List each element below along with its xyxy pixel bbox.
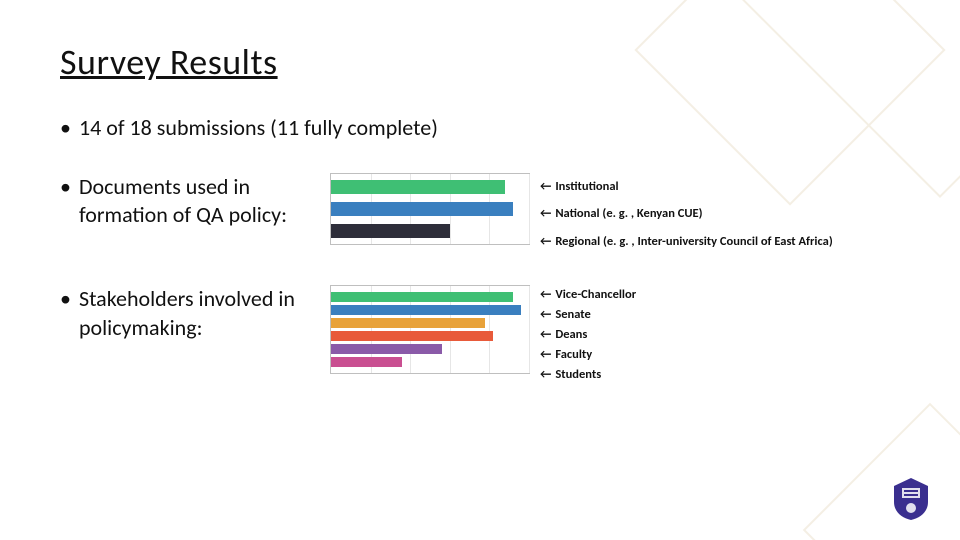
legend-label: Students [555,367,601,382]
bullet-dot: • [60,173,71,200]
legend-label: Deans [555,327,587,342]
legend-item: ← Institutional [540,173,900,201]
bullet-text: Documents used in formation of QA policy… [79,173,330,230]
legend-label: Vice-Chancellor [555,287,636,302]
legend-label: Senate [555,307,590,322]
legend-label: National (e. g. , Kenyan CUE) [555,206,702,221]
legend-label: Regional (e. g. , Inter-university Counc… [555,234,832,249]
chart-bar [331,344,529,354]
chart-bar [331,202,529,216]
documents-chart [330,173,530,245]
chart-bar [331,331,529,341]
bullet-dot: • [60,285,71,312]
slide-body: Survey Results • 14 of 18 submissions (1… [0,0,960,540]
stakeholders-chart-legend: ← Vice-Chancellor ← Senate ← Deans ← Faculty ← St… [540,285,900,385]
arrow-left-icon: ← [540,234,551,249]
documents-chart-legend: ← Institutional ← National (e. g. , Kenyan … [540,173,900,256]
chart-bar [331,305,529,315]
bullet-text: Stakeholders involved in policymaking: [79,285,330,342]
bullet-item: • 14 of 18 submissions (11 fully complet… [60,114,900,143]
slide-title: Survey Results [60,40,900,84]
arrow-left-icon: ← [540,327,551,342]
chart-bar [331,292,529,302]
legend-label: Faculty [555,347,592,362]
university-logo-icon [890,476,932,522]
legend-item: ← Regional (e. g. , Inter-university Coun… [540,228,900,256]
legend-item: ← National (e. g. , Kenyan CUE) [540,200,900,228]
arrow-left-icon: ← [540,307,551,322]
chart-bar [331,318,529,328]
arrow-left-icon: ← [540,206,551,221]
legend-item: ← Faculty [540,345,900,365]
legend-item: ← Students [540,365,900,385]
chart-bar [331,224,529,238]
legend-item: ← Deans [540,325,900,345]
arrow-left-icon: ← [540,367,551,382]
bullet-text: 14 of 18 submissions (11 fully complete) [79,114,438,143]
arrow-left-icon: ← [540,179,551,194]
arrow-left-icon: ← [540,347,551,362]
legend-item: ← Vice-Chancellor [540,285,900,305]
bullet-with-chart: • Stakeholders involved in policymaking:… [60,285,900,385]
bullet-dot: • [60,114,71,141]
chart-bar [331,357,529,367]
stakeholders-chart [330,285,530,374]
bullet-with-chart: • Documents used in formation of QA poli… [60,173,900,256]
legend-label: Institutional [555,179,618,194]
legend-item: ← Senate [540,305,900,325]
chart-bar [331,180,529,194]
arrow-left-icon: ← [540,287,551,302]
